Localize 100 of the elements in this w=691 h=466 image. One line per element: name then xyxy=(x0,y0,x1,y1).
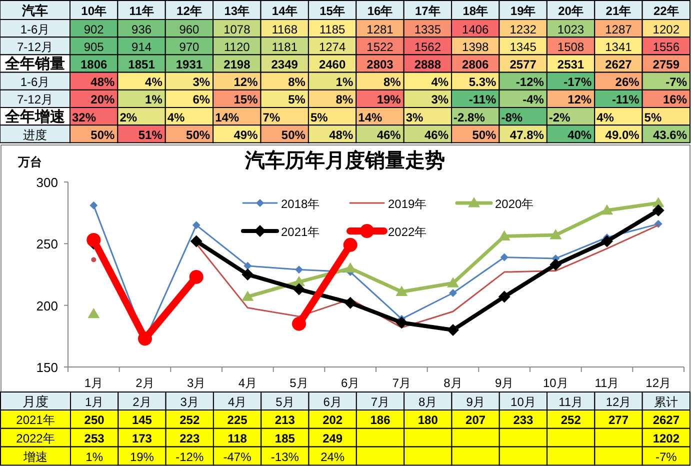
x-tick-label: 5月 xyxy=(290,376,308,390)
point xyxy=(498,290,510,303)
data-label: -2.8% xyxy=(454,110,486,124)
data-label: 1281 xyxy=(366,22,394,36)
data-label: 24% xyxy=(320,450,345,464)
data-label: 1287 xyxy=(605,22,632,36)
data-label: 1508 xyxy=(557,40,584,54)
data-label: 1274 xyxy=(318,40,346,54)
x-tick-label: 19年 xyxy=(510,4,536,18)
data-label: 2627 xyxy=(605,58,632,72)
x-tick-label: 4月 xyxy=(238,376,258,390)
data-label: 1202 xyxy=(652,432,680,446)
data-label: 2460 xyxy=(318,58,346,72)
data-label: 2806 xyxy=(462,58,490,72)
data-label: 1851 xyxy=(128,58,156,72)
point xyxy=(292,316,306,331)
x-tick-label: 15年 xyxy=(320,4,345,18)
data-label: 3% xyxy=(431,92,449,107)
x-tick-label: 累计 xyxy=(654,395,678,409)
data-label: 252 xyxy=(180,413,200,428)
point xyxy=(601,235,613,248)
data-label: 49.0% xyxy=(605,128,640,142)
point xyxy=(86,232,101,247)
data-label: -4% xyxy=(522,92,544,107)
data-label: 905 xyxy=(84,40,104,54)
data-label: 50% xyxy=(281,128,306,142)
data-label: 50% xyxy=(472,128,497,142)
data-label: 8% xyxy=(336,92,354,107)
x-tick-label: 11月 xyxy=(594,376,620,390)
y-tick-label: 进度 xyxy=(23,128,47,142)
data-label: 48% xyxy=(329,128,354,142)
x-tick-label: 21年 xyxy=(606,4,632,18)
legend-label: 2021年 xyxy=(281,225,320,239)
data-label: 1% xyxy=(145,92,163,107)
data-label: 8% xyxy=(384,75,402,90)
data-label: 12% xyxy=(568,92,592,107)
data-label: 1341 xyxy=(605,40,632,54)
x-tick-label: 2月 xyxy=(136,376,154,390)
point xyxy=(652,204,664,216)
y-tick-label: 1-6月 xyxy=(20,22,50,36)
point xyxy=(244,262,252,270)
data-label: 2577 xyxy=(510,58,537,72)
y-axis-title: 万台 xyxy=(17,155,42,169)
point xyxy=(343,238,358,252)
data-label: 1556 xyxy=(652,40,680,54)
data-label: 1345 xyxy=(510,40,537,54)
data-label: 8% xyxy=(288,75,306,90)
data-label: 48% xyxy=(90,75,116,90)
data-label: 970 xyxy=(179,40,200,54)
data-label: 902 xyxy=(84,22,104,36)
point xyxy=(498,230,510,240)
data-label: 1398 xyxy=(462,40,490,54)
point xyxy=(550,229,562,240)
data-label: 1202 xyxy=(652,22,680,36)
data-label: 1406 xyxy=(462,22,490,36)
point xyxy=(192,221,200,230)
x-tick-label: 4月 xyxy=(228,395,247,409)
point xyxy=(601,204,613,215)
data-label: 250 xyxy=(84,413,105,428)
legend-label: 2018年 xyxy=(281,197,320,211)
x-tick-label: 1月 xyxy=(84,376,104,390)
data-label: 960 xyxy=(179,22,200,36)
data-label: 207 xyxy=(466,413,486,428)
data-label: 2349 xyxy=(271,58,298,72)
data-label: -17% xyxy=(564,75,592,90)
y-tick-label: 7-12月 xyxy=(16,92,54,107)
data-label: 50% xyxy=(186,128,210,142)
data-label: 1078 xyxy=(224,22,251,36)
data-label: -7% xyxy=(666,75,688,90)
x-tick-label: 10月 xyxy=(542,376,568,390)
y-tick-label: 300 xyxy=(36,175,58,190)
data-label: 1% xyxy=(336,75,354,90)
data-label: 15% xyxy=(234,92,258,107)
x-tick-label: 14年 xyxy=(272,4,298,18)
point xyxy=(447,324,459,336)
data-label: 2627 xyxy=(652,413,680,428)
data-label: 47.8% xyxy=(510,128,544,142)
x-tick-label: 22年 xyxy=(653,4,679,18)
x-tick-label: 11月 xyxy=(558,395,584,409)
data-label: 7% xyxy=(262,110,280,124)
data-label: 233 xyxy=(513,413,534,428)
x-tick-label: 6月 xyxy=(340,376,360,390)
data-label: 26% xyxy=(615,75,640,90)
legend-label: 2019年 xyxy=(388,197,427,211)
data-label: 1120 xyxy=(224,40,250,54)
point xyxy=(295,266,303,274)
point xyxy=(550,258,562,271)
data-label: 14% xyxy=(215,110,240,124)
data-label: 1023 xyxy=(557,22,584,36)
y-tick-label: 150 xyxy=(36,360,58,375)
point xyxy=(447,277,459,288)
data-label: 20% xyxy=(90,92,116,107)
data-label: 277 xyxy=(608,413,629,428)
y-tick-label: 7-12月 xyxy=(16,40,54,54)
data-label: 185 xyxy=(274,432,296,446)
data-label: 3% xyxy=(406,110,424,124)
data-label: 46% xyxy=(376,128,402,142)
y-axis-title: 汽车 xyxy=(21,3,48,18)
data-label: 16% xyxy=(662,92,688,107)
data-label: 51% xyxy=(138,128,163,142)
